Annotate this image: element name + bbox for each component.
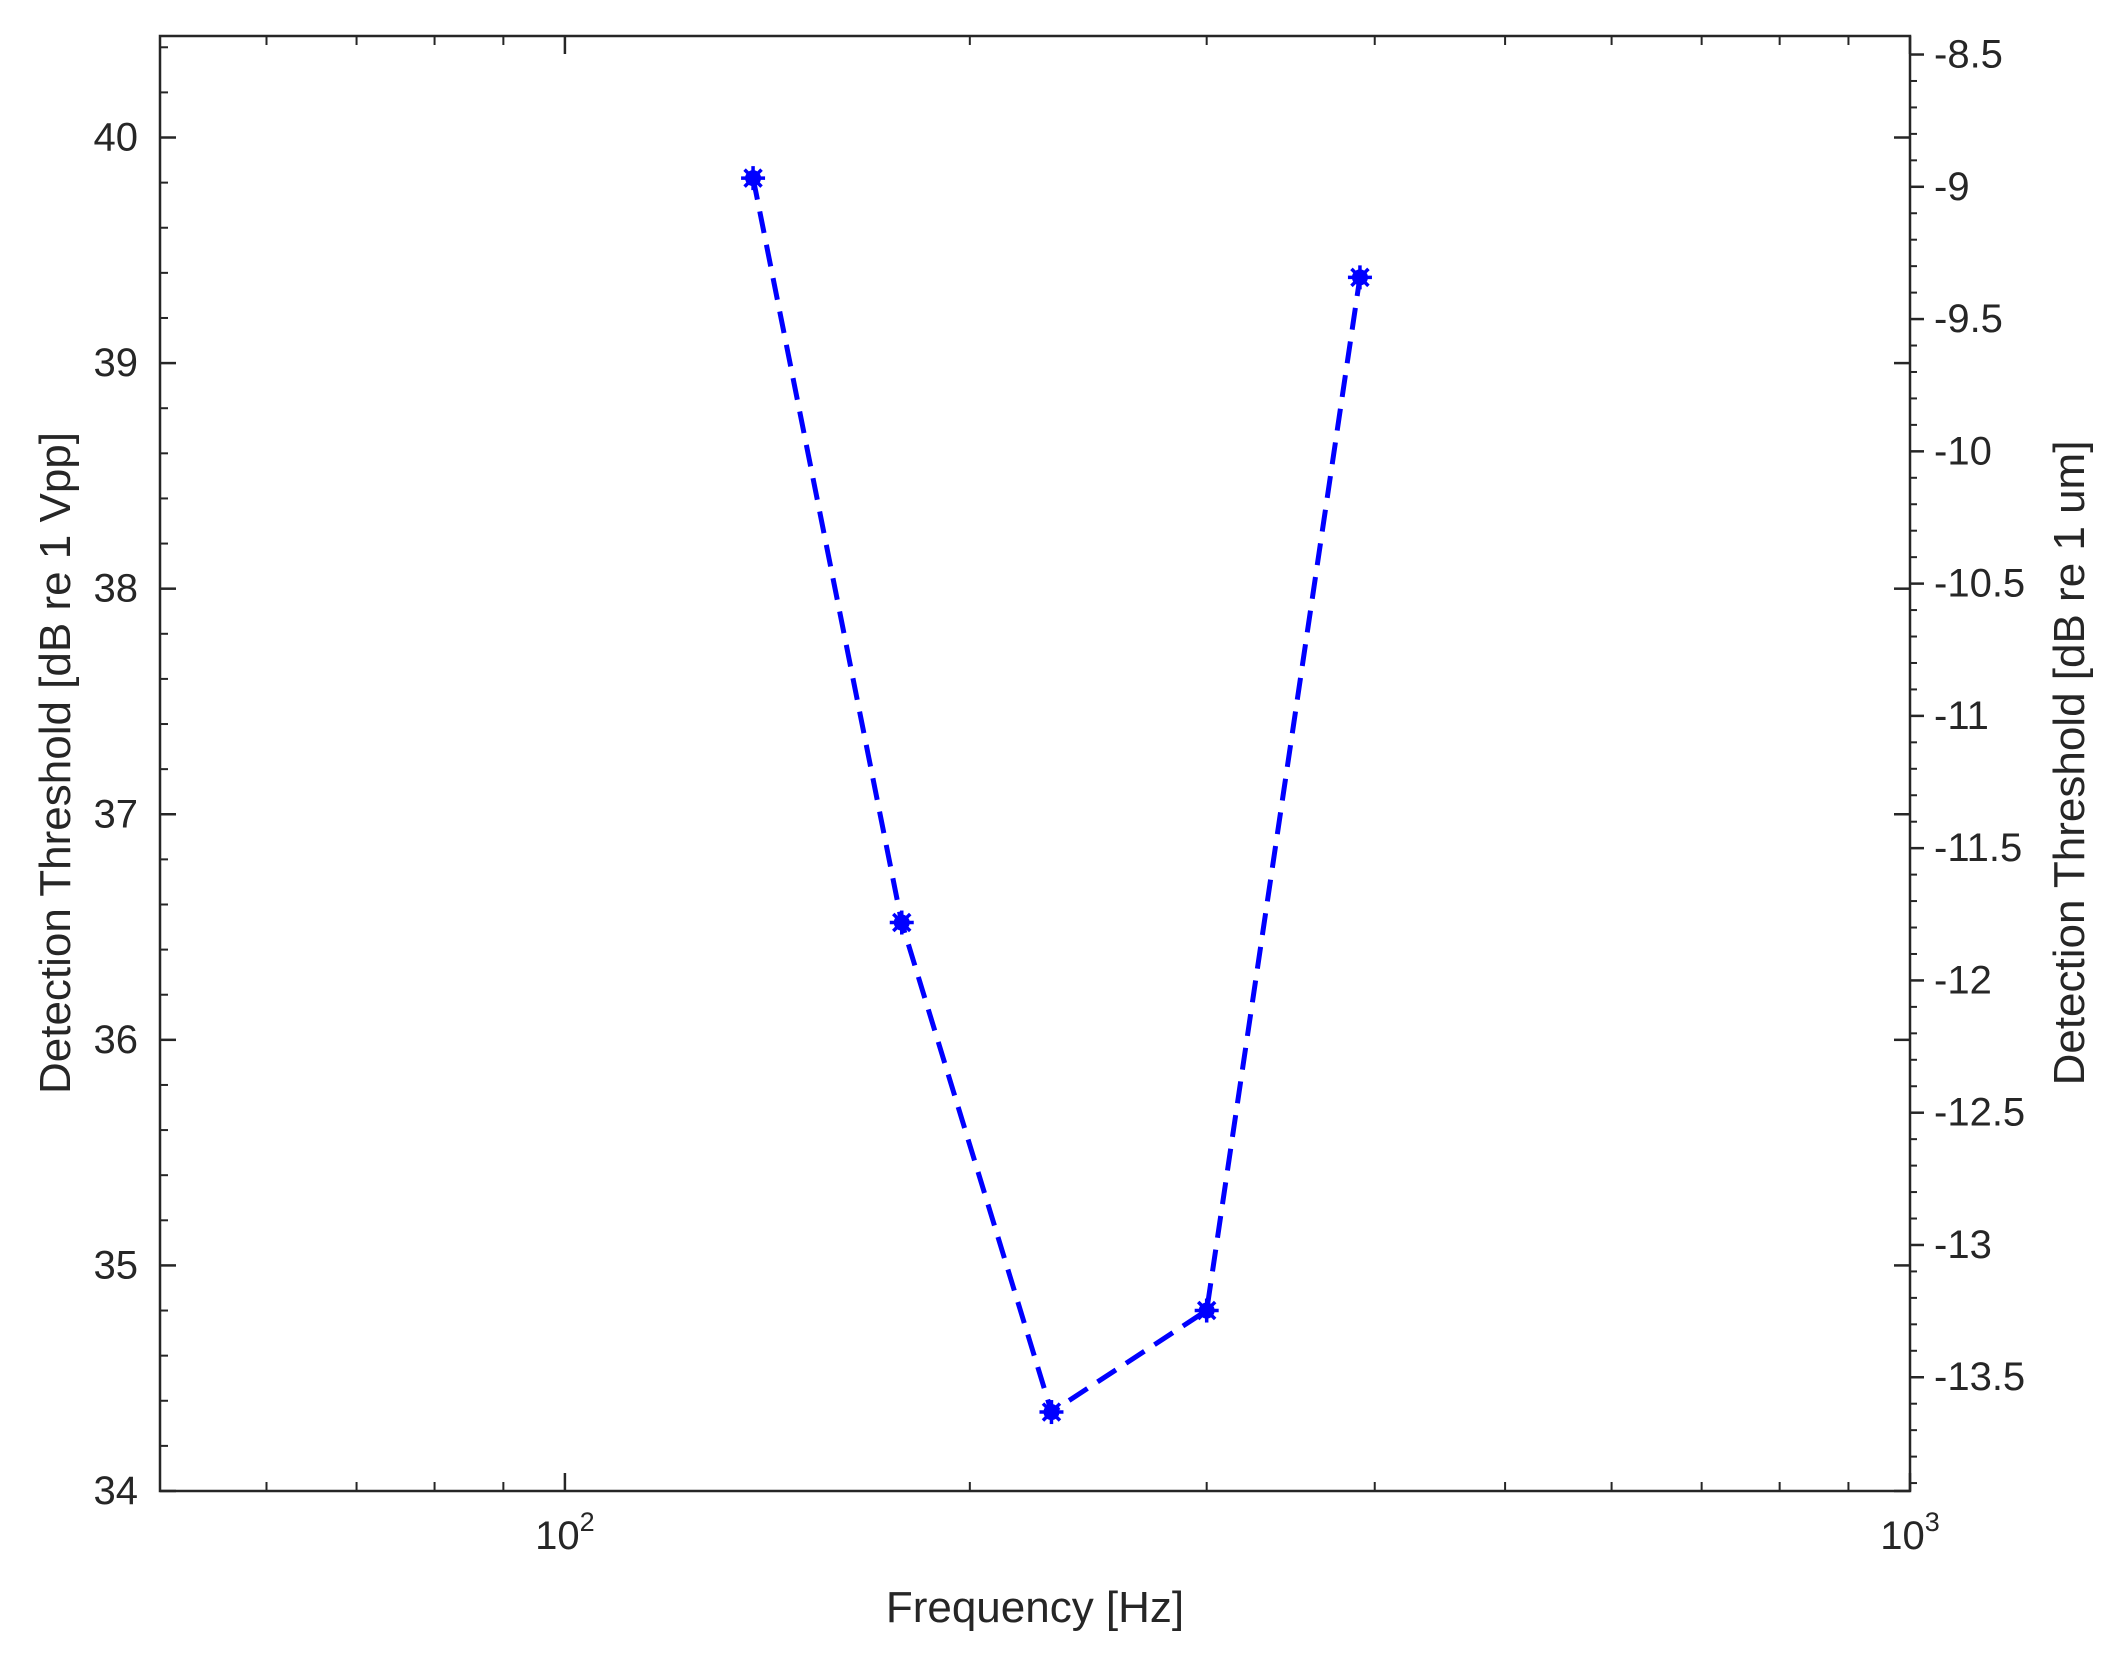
left-tick-label: 39 bbox=[94, 341, 139, 385]
x-tick-base: 10 bbox=[1880, 1514, 1925, 1558]
data-point bbox=[1347, 265, 1372, 290]
x-tick-exponent: 3 bbox=[1925, 1507, 1940, 1537]
right-tick-label: -10.5 bbox=[1934, 562, 2025, 606]
right-tick-label: -13.5 bbox=[1934, 1355, 2025, 1399]
right-tick-label: -11.5 bbox=[1934, 826, 2022, 870]
data-point-asterisk-stroke bbox=[1350, 267, 1370, 288]
left-tick-label: 38 bbox=[94, 567, 139, 611]
data-point-asterisk-stroke bbox=[743, 168, 763, 188]
series-layer bbox=[741, 166, 1372, 1425]
left-axis-title: Detection Threshold [dB re 1 Vpp] bbox=[31, 432, 80, 1094]
x-axis-ticks: 102 103 bbox=[265, 36, 1940, 1558]
right-tick-label: -11 bbox=[1934, 694, 1989, 738]
right-axis-title: Detection Threshold [dB re 1 um] bbox=[2045, 441, 2094, 1086]
left-tick-label: 34 bbox=[94, 1469, 139, 1513]
data-point-asterisk-stroke bbox=[1196, 1300, 1217, 1321]
right-tick-label: -10 bbox=[1934, 429, 1992, 473]
plot-area bbox=[158, 34, 1912, 1493]
right-tick-label: -12 bbox=[1934, 958, 1992, 1002]
left-tick-label: 40 bbox=[94, 116, 139, 160]
right-tick-label: -9 bbox=[1934, 165, 1970, 209]
left-tick-label: 35 bbox=[94, 1243, 139, 1287]
x-tick-label: 103 bbox=[1880, 1507, 1940, 1558]
right-tick-label: -9.5 bbox=[1934, 297, 2003, 341]
data-point bbox=[1039, 1400, 1064, 1425]
right-tick-label: -8.5 bbox=[1934, 33, 2003, 77]
left-tick-label: 37 bbox=[94, 792, 139, 836]
data-point-asterisk-stroke bbox=[892, 912, 912, 933]
x-axis-title: Frequency [Hz] bbox=[886, 1583, 1184, 1632]
left-axis-ticks: 34 35 36 37 38 39 40 bbox=[94, 46, 1910, 1513]
data-point-asterisk-stroke bbox=[1041, 1402, 1062, 1422]
x-tick-base: 10 bbox=[535, 1514, 580, 1558]
x-tick-exponent: 2 bbox=[580, 1507, 595, 1537]
right-axis-ticks: -8.5 -9 -9.5 -10 -10.5 -11 -11.5 -12 -12.5 -13 -13… bbox=[1910, 33, 2025, 1485]
data-point bbox=[741, 166, 766, 191]
right-tick-label: -13 bbox=[1934, 1223, 1992, 1267]
left-tick-label: 36 bbox=[94, 1018, 139, 1062]
right-tick-label: -12.5 bbox=[1934, 1091, 2025, 1135]
x-tick-label: 102 bbox=[535, 1507, 595, 1558]
data-point bbox=[889, 910, 914, 935]
data-point bbox=[1194, 1298, 1219, 1323]
